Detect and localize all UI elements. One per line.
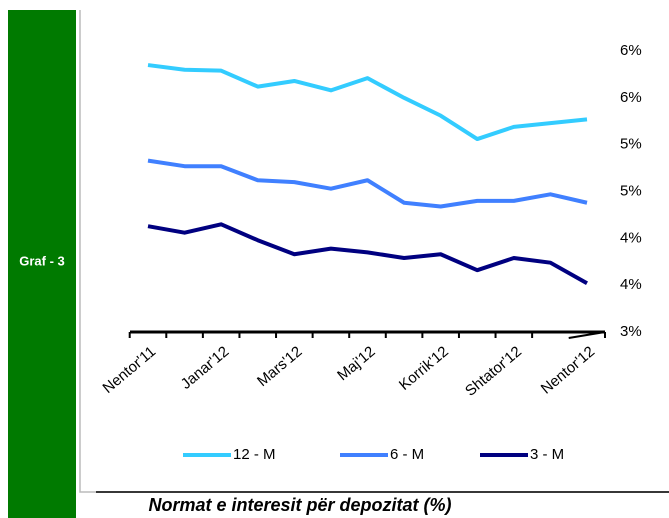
x-tick-label: Nentor'11 bbox=[100, 343, 160, 397]
y-tick-label: 6% bbox=[620, 42, 642, 59]
y-tick-label: 5% bbox=[620, 182, 642, 199]
legend-label: 12 - M bbox=[233, 446, 276, 463]
sidebar-label: Graf - 3 bbox=[19, 253, 65, 268]
y-tick-label: 4% bbox=[620, 276, 642, 293]
x-tick-label: Mars'12 bbox=[254, 343, 305, 390]
x-tick bbox=[568, 331, 606, 339]
sidebar bbox=[8, 10, 76, 518]
y-tick-label: 6% bbox=[620, 89, 642, 106]
series-line bbox=[147, 158, 588, 209]
y-tick-label: 5% bbox=[620, 136, 642, 153]
y-tick-label: 4% bbox=[620, 229, 642, 246]
series-line bbox=[147, 222, 588, 286]
x-tick-label: Maj'12 bbox=[334, 343, 378, 384]
y-tick-label: 3% bbox=[620, 323, 642, 340]
x-tick-label: Shtator'12 bbox=[462, 343, 525, 400]
legend-label: 6 - M bbox=[390, 446, 424, 463]
chart-title: Normat e interesit për depozitat (%) bbox=[148, 495, 451, 515]
x-tick-label: Nentor'12 bbox=[538, 343, 598, 398]
x-tick-label: Janar'12 bbox=[178, 343, 233, 393]
x-tick-label: Korrik'12 bbox=[396, 343, 452, 394]
series-line bbox=[147, 63, 588, 142]
legend-label: 3 - M bbox=[530, 446, 564, 463]
